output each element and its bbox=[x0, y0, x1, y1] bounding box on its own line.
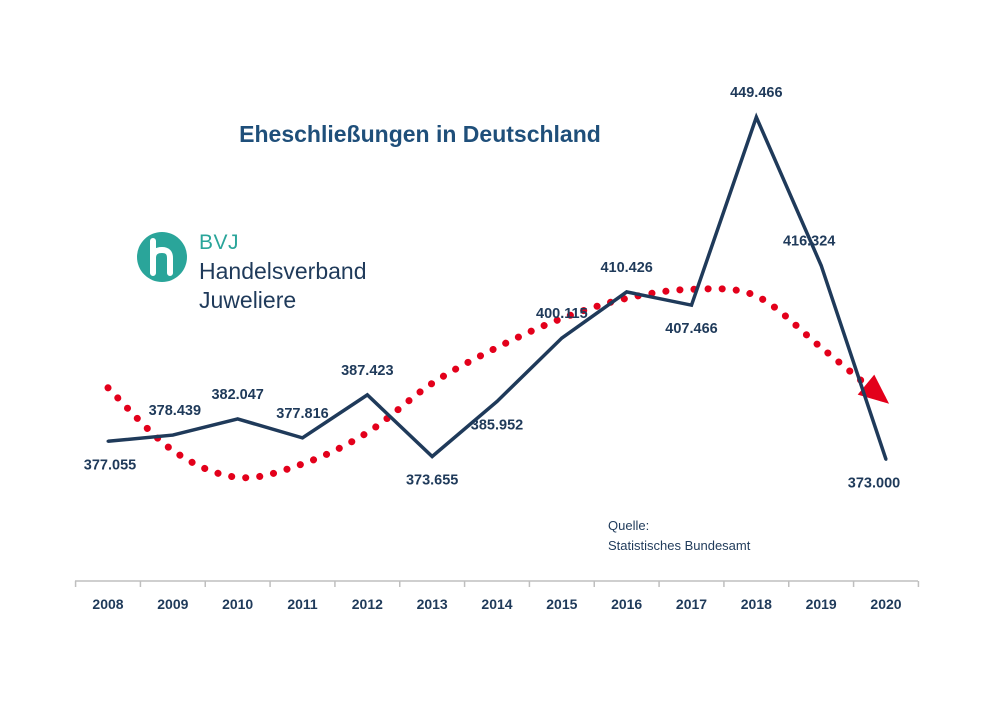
x-axis: 2008 2009 2010 2011 2012 2013 2014 2015 2016 2017… bbox=[74, 580, 920, 612]
data-point bbox=[430, 454, 434, 458]
logo-name-line1: Handelsverband bbox=[199, 258, 367, 284]
source-name: Statistisches Bundesamt bbox=[608, 538, 751, 553]
data-point bbox=[171, 433, 175, 437]
x-tick-label: 2019 bbox=[806, 596, 837, 612]
data-label: 416.324 bbox=[783, 234, 835, 250]
data-point bbox=[625, 290, 629, 294]
data-point bbox=[236, 417, 240, 421]
x-tick-label: 2012 bbox=[352, 596, 383, 612]
data-label: 377.816 bbox=[276, 406, 328, 422]
data-point bbox=[301, 436, 304, 440]
data-point bbox=[560, 336, 564, 340]
x-tick-label: 2015 bbox=[546, 596, 577, 612]
data-labels: 377.055 378.439 382.047 377.816 387.423 373.6… bbox=[84, 85, 900, 491]
data-label: 387.423 bbox=[341, 363, 393, 379]
series-line bbox=[106, 112, 888, 461]
data-label: 400.115 bbox=[536, 306, 588, 322]
x-tick-label: 2011 bbox=[287, 596, 318, 612]
data-point bbox=[106, 439, 110, 443]
x-tick-label: 2017 bbox=[676, 596, 707, 612]
x-tick-label: 2009 bbox=[157, 596, 188, 612]
x-tick-label: 2016 bbox=[611, 596, 642, 612]
x-tick-label: 2013 bbox=[417, 596, 448, 612]
chart-title: Eheschließungen in Deutschland bbox=[239, 121, 601, 147]
x-tick-label: 2020 bbox=[870, 596, 901, 612]
data-point bbox=[884, 457, 888, 461]
data-point bbox=[754, 115, 758, 119]
source-note: Quelle: Statistisches Bundesamt bbox=[608, 516, 750, 556]
data-label: 449.466 bbox=[730, 85, 782, 101]
data-label: 377.055 bbox=[84, 457, 136, 473]
logo-abbreviation: BVJ bbox=[199, 231, 240, 254]
x-tick-label: 2010 bbox=[222, 596, 253, 612]
data-label: 410.426 bbox=[600, 260, 652, 276]
data-point bbox=[690, 303, 693, 307]
source-label: Quelle: bbox=[608, 518, 650, 533]
data-point bbox=[819, 264, 823, 268]
x-tick-label: 2018 bbox=[741, 596, 772, 612]
logo-name-line2: Juweliere bbox=[199, 287, 297, 313]
bvj-logo-mark-icon bbox=[137, 232, 187, 282]
data-point bbox=[365, 393, 369, 397]
data-point bbox=[495, 399, 499, 403]
data-label: 373.655 bbox=[406, 472, 458, 488]
data-label: 385.952 bbox=[471, 417, 523, 433]
x-tick-label: 2008 bbox=[92, 596, 123, 612]
data-label: 382.047 bbox=[211, 387, 263, 403]
x-tick-label: 2014 bbox=[481, 596, 512, 612]
data-label: 407.466 bbox=[665, 321, 717, 337]
data-label: 373.000 bbox=[848, 475, 900, 491]
data-label: 378.439 bbox=[149, 403, 201, 419]
bvj-logo: BVJ Handelsverband Juweliere bbox=[136, 231, 396, 321]
